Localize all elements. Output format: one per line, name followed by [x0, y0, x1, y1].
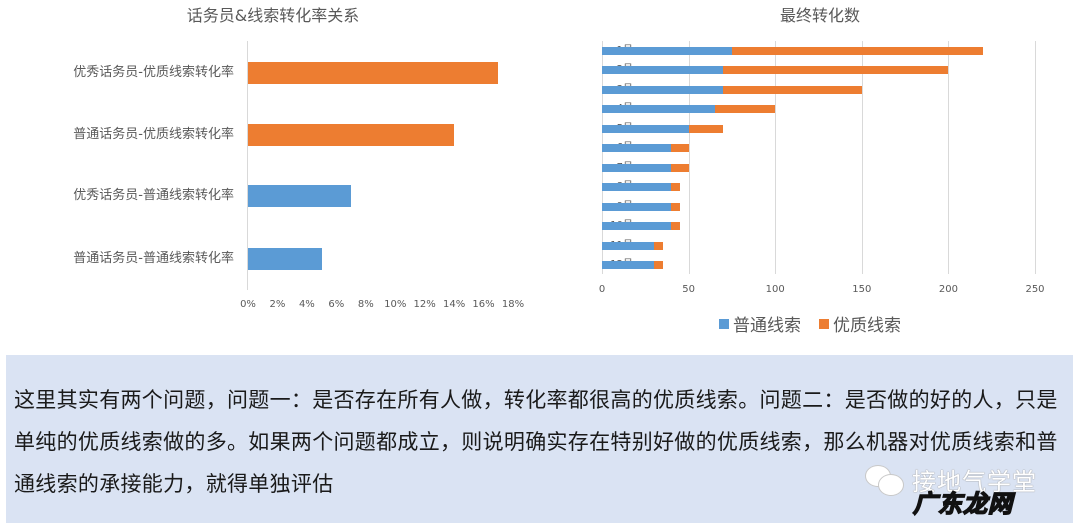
chart-legend: 普通线索 优质线索	[540, 311, 1080, 336]
left-chart-x-tick: 8%	[357, 299, 374, 310]
legend-label-normal: 普通线索	[733, 316, 801, 336]
right-chart-x-tick: 50	[682, 284, 695, 295]
left-chart-bar	[248, 185, 352, 207]
left-chart-x-tick: 0%	[240, 299, 256, 310]
left-chart-category-label: 普通话务员-普通线索转化率	[73, 251, 234, 266]
site-watermark: 广东龙网	[912, 489, 1013, 519]
left-chart-x-tick: 2%	[269, 299, 286, 310]
left-chart-category-axis	[247, 41, 248, 290]
legend-item-quality-lead: 优质线索	[819, 311, 901, 336]
left-chart-x-tick: 12%	[413, 299, 436, 310]
right-chart-bar-normal	[602, 47, 732, 55]
final-conversions-chart: 最终转化数 1号2号3号4号5号6号7号8号9号10号11号12号 050100…	[540, 0, 1080, 340]
right-chart-title: 最终转化数	[779, 6, 860, 25]
right-chart-bar-quality	[688, 124, 724, 133]
legend-label-quality: 优质线索	[833, 316, 901, 336]
legend-item-normal-lead: 普通线索	[719, 311, 801, 336]
right-chart-bar-quality	[731, 47, 984, 55]
right-chart-bar-quality	[653, 260, 663, 269]
left-chart-x-tick: 4%	[298, 299, 315, 310]
right-chart-bar-normal	[602, 260, 654, 269]
left-chart-bar	[248, 62, 499, 84]
left-chart-category-label: 优秀话务员-普通线索转化率	[73, 188, 234, 203]
legend-swatch-quality	[819, 318, 829, 329]
right-chart-bar-quality	[671, 163, 689, 172]
left-chart-category-label: 优秀话务员-优质线索转化率	[73, 65, 234, 80]
right-chart-bar-normal	[602, 163, 672, 172]
right-chart-bar-normal	[602, 105, 715, 114]
right-chart-bar-quality	[723, 66, 949, 75]
wechat-icon	[866, 464, 906, 496]
commentary-text: 这里其实有两个问题，问题一：是否存在所有人做，转化率都很高的优质线索。问题二：是…	[14, 388, 1058, 496]
right-chart-bar-normal	[602, 202, 672, 211]
right-chart-bar-normal	[602, 124, 689, 133]
right-chart-bar-quality	[723, 85, 862, 94]
right-chart-x-tick: 200	[938, 284, 958, 295]
right-chart-gridline	[602, 41, 603, 274]
right-chart-bar-normal	[602, 66, 724, 75]
right-chart-bar-normal	[602, 241, 654, 250]
right-chart-gridline	[948, 41, 950, 274]
left-chart-title: 话务员&线索转化率关系	[186, 6, 360, 25]
right-chart-bar-normal	[602, 85, 724, 94]
commentary-panel: 这里其实有两个问题，问题一：是否存在所有人做，转化率都很高的优质线索。问题二：是…	[6, 355, 1073, 523]
left-chart-x-tick: 18%	[501, 299, 525, 310]
right-chart-bar-quality	[671, 222, 680, 231]
right-chart-x-tick: 150	[852, 284, 872, 295]
left-chart-x-tick: 10%	[384, 299, 407, 310]
right-chart-gridline	[688, 41, 690, 274]
legend-swatch-normal	[719, 318, 729, 329]
left-chart-bar	[248, 248, 322, 270]
right-chart-bar-normal	[602, 144, 672, 153]
conversion-rate-chart: 话务员&线索转化率关系 优秀话务员-优质线索转化率 普通话务员-优质线索转化率 优秀…	[0, 0, 540, 340]
right-chart-bar-quality	[671, 183, 680, 192]
right-chart-bar-quality	[714, 105, 776, 114]
left-chart-category-label: 普通话务员-优质线索转化率	[73, 127, 234, 142]
right-chart-x-tick: 100	[765, 284, 785, 295]
right-chart-x-tick: 250	[1025, 284, 1045, 295]
left-chart-x-tick: 16%	[472, 299, 495, 310]
right-chart-bar-quality	[671, 144, 689, 153]
right-chart-bar-quality	[653, 241, 663, 250]
watermark: 接地气学堂	[866, 462, 1037, 497]
right-chart-bar-quality	[671, 202, 680, 211]
left-chart-x-tick: 6%	[328, 299, 345, 310]
right-chart-gridline	[775, 41, 777, 274]
watermark-account-name: 接地气学堂	[912, 468, 1037, 496]
right-chart-gridline	[1035, 41, 1036, 274]
left-chart-bar	[248, 124, 455, 146]
right-chart-bar-normal	[602, 183, 672, 192]
right-chart-bar-normal	[602, 222, 672, 231]
left-chart-x-tick: 14%	[442, 299, 466, 310]
right-chart-x-tick: 0	[598, 284, 606, 295]
right-chart-gridline	[861, 41, 863, 274]
